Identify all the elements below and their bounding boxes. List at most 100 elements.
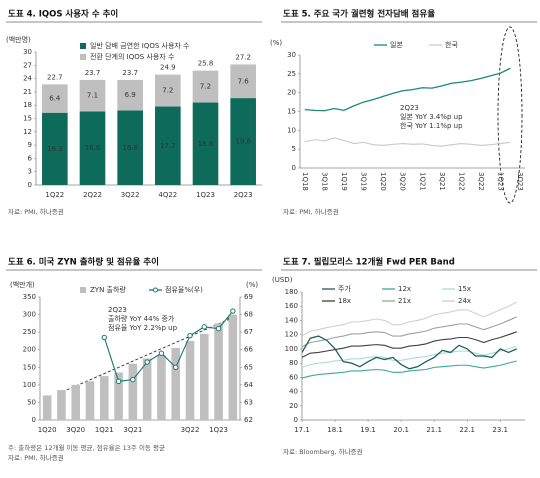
y-tick-label: 6 <box>28 154 33 162</box>
legend-label: ZYN 출하량 <box>90 285 126 294</box>
bar-segment <box>79 79 106 112</box>
y-tick-label: 0 <box>294 416 298 424</box>
line-marker <box>201 324 207 330</box>
x-tick-label: 3Q23 <box>516 172 524 191</box>
y-axis-label: (%) <box>270 39 282 47</box>
legend-marker <box>153 287 158 293</box>
total-label: 25.8 <box>198 60 214 68</box>
bar <box>157 354 166 420</box>
y-axis-label: (백만개) <box>10 280 35 289</box>
line-marker <box>187 332 193 339</box>
y-axis-label: (USD) <box>272 276 293 284</box>
bar-segment <box>192 70 219 103</box>
line-series <box>301 316 517 348</box>
x-tick-label: 1Q22 <box>45 191 64 199</box>
y-tick-label: 20 <box>289 402 298 410</box>
legend-swatch <box>80 287 86 293</box>
y2-tick-label: 69 <box>244 293 253 301</box>
value-label: 16.6 <box>85 144 101 152</box>
x-tick-label: 3Q21 <box>123 426 142 434</box>
bar <box>142 358 152 420</box>
source-note: 주: 출하량은 12개월 이동 평균, 점유율은 13주 이동 평균 <box>8 443 165 452</box>
line-series <box>301 335 517 370</box>
y-tick-label: 0 <box>28 181 32 189</box>
value-label: 7.6 <box>238 77 250 85</box>
x-tick-label: 3Q19 <box>360 172 368 191</box>
total-label: 23.7 <box>122 69 138 77</box>
y-tick-label: 25 <box>287 70 296 78</box>
legend-label: 일반 담배 금연한 IQOS 사용자 수 <box>90 41 190 50</box>
x-tick-label: 3Q18 <box>320 172 328 191</box>
legend-label: 주가 <box>338 284 351 293</box>
bar <box>57 390 66 420</box>
x-tick-label: 20.1 <box>393 426 409 434</box>
x-tick-label: 1Q21 <box>418 172 426 191</box>
annotation: 2Q23 <box>108 306 127 314</box>
y-tick-label: 30 <box>23 48 32 56</box>
x-tick-label: 3Q22 <box>477 172 485 191</box>
line-marker <box>130 376 136 383</box>
y-tick-label: 50 <box>27 398 36 406</box>
x-tick-label: 21.1 <box>426 426 442 434</box>
line-marker <box>115 378 122 385</box>
line-marker <box>158 350 165 356</box>
y-tick-label: 300 <box>23 311 36 319</box>
highlight-ellipse <box>497 26 523 204</box>
x-tick-label: 19.1 <box>360 426 376 434</box>
line-series <box>304 137 511 147</box>
bar-segment <box>230 98 256 185</box>
value-label: 7.2 <box>200 83 211 91</box>
line-marker <box>215 325 222 332</box>
line-series <box>301 301 517 337</box>
y2-tick-label: 68 <box>244 311 253 319</box>
bar <box>71 384 80 420</box>
x-tick-label: 1Q19 <box>340 172 348 191</box>
line-marker <box>101 334 107 341</box>
y-tick-label: 350 <box>23 293 36 301</box>
bar-segment <box>42 84 68 113</box>
x-tick-label: 3Q20 <box>66 426 85 434</box>
bar <box>185 340 195 420</box>
value-label: 16.3 <box>47 145 63 153</box>
legend-label: 12x <box>398 285 411 293</box>
y-tick-label: 40 <box>289 388 298 396</box>
line-marker <box>230 308 236 314</box>
x-tick-label: 3Q22 <box>181 426 200 434</box>
source-note: 자료: Bloomberg, 하나증권 <box>283 447 363 456</box>
y2-tick-label: 62 <box>244 416 253 424</box>
annotation: 점유율 YoY 2.2%p up <box>108 324 178 332</box>
bar <box>171 347 180 420</box>
chart-title: 도표 6. 미국 ZYN 출하량 및 점유율 추이 <box>8 257 159 268</box>
line-series <box>301 360 517 379</box>
legend-label: 일본 <box>390 40 403 49</box>
y-tick-label: 160 <box>285 302 298 310</box>
legend-label: 한국 <box>445 41 458 49</box>
y-tick-label: 24 <box>23 75 32 83</box>
bar-segment <box>117 110 143 185</box>
x-tick-label: 1Q22 <box>457 172 465 191</box>
source-note: 자료: PMI, 하나증권 <box>8 207 64 216</box>
x-tick-label: 3Q22 <box>121 191 140 199</box>
y2-tick-label: 66 <box>244 346 253 354</box>
total-label: 27.2 <box>235 53 251 61</box>
x-tick-label: 18.1 <box>327 426 343 434</box>
source-note: 자료: PMI, 하나증권 <box>8 453 64 462</box>
y-tick-label: 3 <box>28 168 32 176</box>
legend-label: 전환 단계의 IQOS 사용자 수 <box>90 52 175 61</box>
y-tick-label: 20 <box>287 89 296 97</box>
legend-label: 18x <box>338 297 351 305</box>
line-series <box>301 331 517 358</box>
bar-segment <box>192 102 219 185</box>
line-marker <box>144 359 150 365</box>
x-tick-label: 1Q20 <box>379 172 387 191</box>
legend-label: 점유율%(우) <box>165 286 203 294</box>
value-label: 17.7 <box>160 142 176 150</box>
legend-label: 21x <box>398 297 411 305</box>
bar <box>114 372 123 420</box>
legend-label: 15x <box>458 285 471 293</box>
value-label: 6.4 <box>49 95 61 103</box>
y2-tick-label: 63 <box>244 398 253 406</box>
bar <box>85 381 95 420</box>
x-tick-label: 1Q23 <box>497 172 505 191</box>
